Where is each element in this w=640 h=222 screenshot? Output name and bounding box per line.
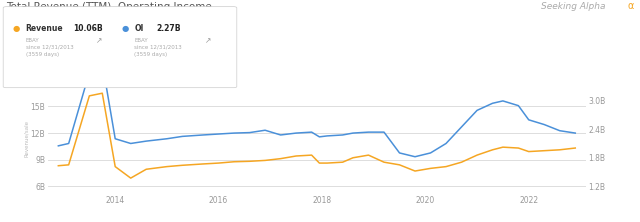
Text: 10.06B: 10.06B <box>74 24 103 34</box>
Text: OI: OI <box>134 24 144 34</box>
Text: Revenue: Revenue <box>26 24 63 34</box>
Text: ↗: ↗ <box>205 37 211 46</box>
Text: EBAY
since 12/31/2013
(3559 days): EBAY since 12/31/2013 (3559 days) <box>26 38 74 57</box>
Text: ●: ● <box>122 24 129 34</box>
Text: 2.27B: 2.27B <box>157 24 181 34</box>
Text: ↗: ↗ <box>96 37 102 46</box>
Text: α: α <box>628 1 634 11</box>
Text: Total Revenue (TTM), Operating Income: Total Revenue (TTM), Operating Income <box>6 2 212 12</box>
Text: EBAY
since 12/31/2013
(3559 days): EBAY since 12/31/2013 (3559 days) <box>134 38 182 57</box>
Text: Seeking Alpha: Seeking Alpha <box>541 2 605 11</box>
Text: ●: ● <box>13 24 20 34</box>
Y-axis label: Revenue/sale: Revenue/sale <box>24 120 29 157</box>
